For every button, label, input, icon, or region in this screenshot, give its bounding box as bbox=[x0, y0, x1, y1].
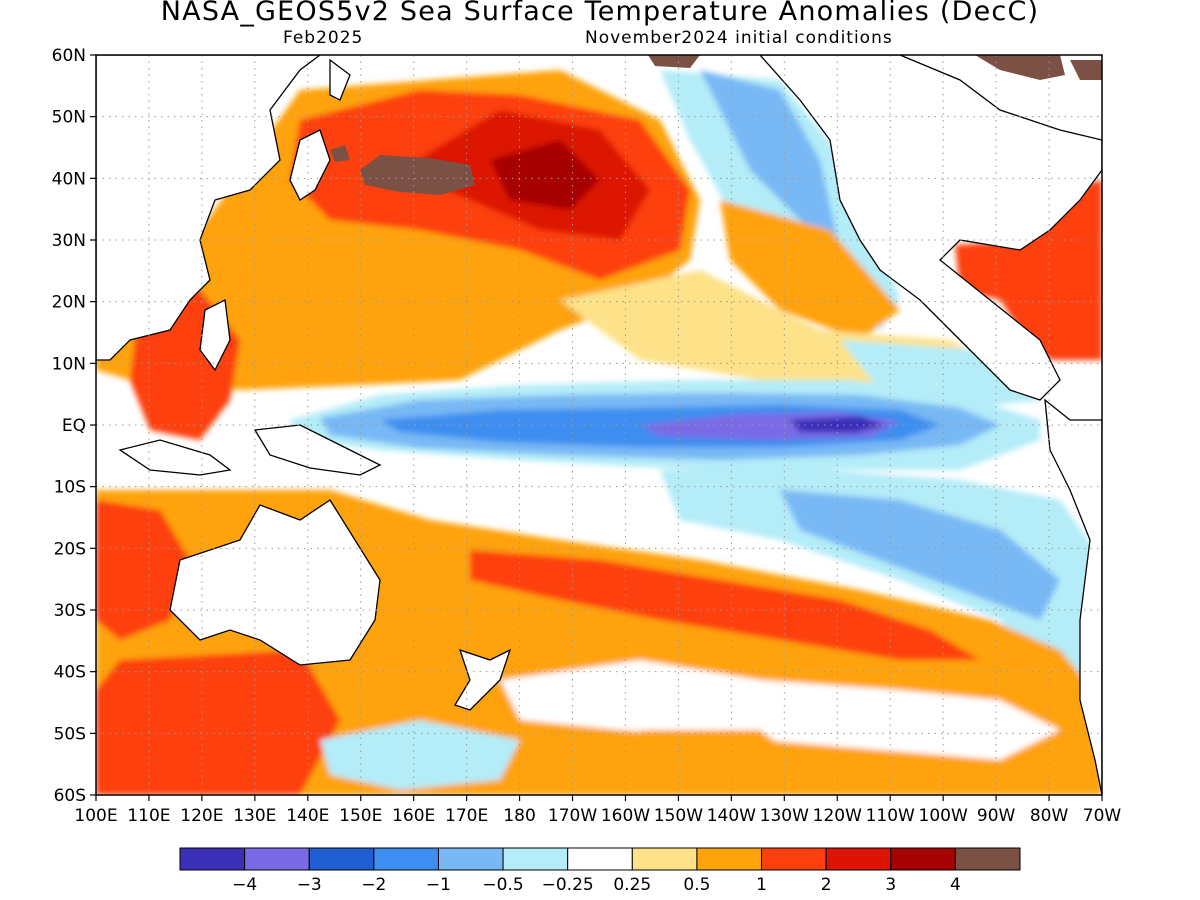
colorbar-swatch bbox=[954, 847, 1021, 871]
colorbar-label: −4 bbox=[232, 875, 257, 895]
lat-tick-label: 50N bbox=[52, 108, 86, 128]
colorbar: −4 −3 −2 −1 −0.5 −0.25 0.25 0.5 1 2 3 4 bbox=[179, 847, 1021, 895]
colorbar-swatch bbox=[696, 847, 763, 871]
colorbar-swatch bbox=[373, 847, 439, 871]
colorbar-swatch bbox=[890, 847, 956, 871]
colorbar-swatch bbox=[761, 847, 827, 871]
lat-tick-label: 10S bbox=[54, 478, 86, 498]
landmasses bbox=[96, 55, 1102, 795]
lon-tick-label: 100E bbox=[74, 806, 117, 826]
lon-tick-label: 150E bbox=[339, 806, 382, 826]
warm-region bbox=[720, 200, 900, 340]
strong-warm-region bbox=[955, 180, 1102, 360]
new-guinea-land bbox=[253, 424, 382, 476]
south-america-land bbox=[1044, 398, 1102, 795]
no-data-patch bbox=[648, 55, 700, 68]
lon-tick-label: 140W bbox=[707, 806, 756, 826]
lon-tick-label: 110E bbox=[127, 806, 170, 826]
no-data-patch bbox=[360, 155, 475, 195]
colorbar-swatch bbox=[179, 847, 246, 871]
lat-tick-label: 50S bbox=[54, 724, 86, 744]
lon-tick-label: 150W bbox=[654, 806, 703, 826]
north-america-land bbox=[759, 55, 1102, 401]
lat-tick-label: 10N bbox=[52, 354, 86, 374]
colorbar-label: −1 bbox=[426, 875, 451, 895]
no-data-patch bbox=[975, 55, 1065, 80]
colorbar-label: −0.25 bbox=[542, 875, 594, 895]
colorbar-swatch bbox=[567, 847, 633, 871]
latitude-axis: 60N 50N 40N 30N 20N 10N EQ 10S 20S 30S 40S 50S 60S bbox=[52, 46, 96, 806]
lon-tick-label: 80W bbox=[1030, 806, 1069, 826]
lon-tick-label: 100W bbox=[919, 806, 968, 826]
strong-warm-region bbox=[96, 500, 190, 640]
no-data-patch bbox=[330, 145, 350, 162]
lon-tick-label: 90W bbox=[977, 806, 1016, 826]
lat-tick-label: 30S bbox=[54, 601, 86, 621]
no-data-areas bbox=[330, 55, 1102, 195]
lon-tick-label: 180 bbox=[503, 806, 535, 826]
colorbar-swatch bbox=[437, 847, 504, 871]
colorbar-label: 2 bbox=[821, 875, 832, 895]
map-title: NASA_GEOS5v2 Sea Surface Temperature Ano… bbox=[160, 0, 1040, 27]
strong-warm-region bbox=[96, 650, 340, 795]
lon-tick-label: 120E bbox=[180, 806, 223, 826]
no-data-patch bbox=[1070, 60, 1102, 80]
colorbar-label: −2 bbox=[361, 875, 386, 895]
philippines-land bbox=[199, 299, 231, 372]
cool-region bbox=[780, 490, 1060, 620]
strong-warm-region bbox=[470, 550, 980, 660]
lat-tick-label: 60N bbox=[52, 46, 86, 66]
lon-tick-label: 130W bbox=[760, 806, 809, 826]
forecast-month: Feb2025 bbox=[283, 28, 364, 48]
cool-region bbox=[320, 720, 520, 790]
lat-tick-label: 30N bbox=[52, 231, 86, 251]
cool-region bbox=[700, 70, 840, 250]
colorbar-swatch bbox=[631, 847, 698, 871]
colorbar-swatch bbox=[244, 847, 310, 871]
anomaly-field bbox=[96, 55, 1102, 795]
lon-tick-label: 170W bbox=[548, 806, 597, 826]
lon-tick-label: 140E bbox=[286, 806, 329, 826]
initial-conditions: November2024 initial conditions bbox=[585, 28, 893, 48]
colorbar-swatch bbox=[825, 847, 892, 871]
lon-tick-label: 70W bbox=[1083, 806, 1122, 826]
lat-tick-label: EQ bbox=[62, 416, 86, 436]
colorbar-label: −0.5 bbox=[482, 875, 523, 895]
indonesia-land bbox=[118, 439, 232, 476]
lat-tick-label: 40S bbox=[54, 663, 86, 683]
new-zealand-land bbox=[454, 648, 512, 711]
colorbar-label: 1 bbox=[756, 875, 767, 895]
warm-region bbox=[640, 730, 800, 790]
japan-land bbox=[289, 129, 331, 201]
colorbar-label: 0.5 bbox=[683, 875, 710, 895]
colorbar-label: −3 bbox=[297, 875, 322, 895]
lat-tick-label: 60S bbox=[54, 786, 86, 806]
colorbar-label: 4 bbox=[950, 875, 961, 895]
kamchatka-land bbox=[329, 58, 351, 101]
lon-tick-label: 160E bbox=[392, 806, 435, 826]
neutral-region bbox=[500, 660, 1060, 760]
colorbar-label: 0.25 bbox=[613, 875, 651, 895]
lat-tick-label: 20N bbox=[52, 293, 86, 313]
longitude-axis: 100E 110E 120E 130E 140E 150E 160E 170E 180 170W 1… bbox=[74, 795, 1121, 826]
lat-tick-label: 20S bbox=[54, 539, 86, 559]
colorbar-swatch bbox=[502, 847, 569, 871]
lon-tick-label: 170E bbox=[445, 806, 488, 826]
colorbar-label: 3 bbox=[885, 875, 896, 895]
australia-land bbox=[169, 499, 381, 666]
lon-tick-label: 110W bbox=[866, 806, 915, 826]
lon-tick-label: 120W bbox=[813, 806, 862, 826]
lon-tick-label: 160W bbox=[601, 806, 650, 826]
lon-tick-label: 130E bbox=[233, 806, 276, 826]
colorbar-swatch bbox=[308, 847, 375, 871]
lat-tick-label: 40N bbox=[52, 169, 86, 189]
